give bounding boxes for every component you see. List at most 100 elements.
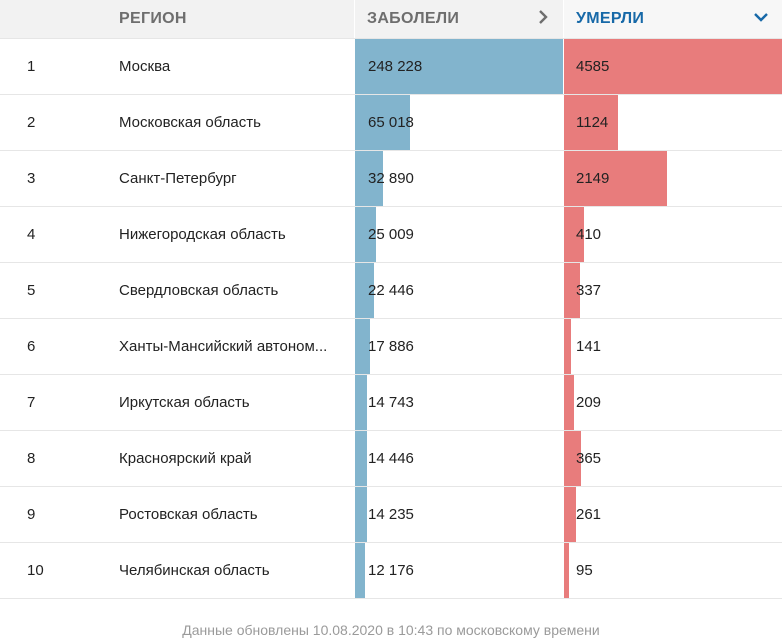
row-cases: 32 890 (354, 151, 563, 206)
row-cases: 14 446 (354, 431, 563, 486)
cases-bar (355, 319, 370, 374)
deaths-bar (564, 543, 569, 598)
row-region: Свердловская область (119, 282, 279, 299)
deaths-value: 4585 (576, 58, 610, 75)
deaths-bar (564, 319, 571, 374)
cases-bar (355, 543, 365, 598)
cases-bar (355, 375, 367, 430)
deaths-value: 337 (576, 282, 602, 299)
deaths-bar (564, 207, 584, 262)
row-number: 6 (27, 338, 36, 355)
row-region: Челябинская область (119, 562, 270, 579)
cases-value: 25 009 (368, 226, 414, 243)
table-row[interactable]: 3 Санкт-Петербург 32 890 2149 (0, 151, 782, 207)
table-row[interactable]: 6 Ханты-Мансийский автоном... 17 886 141 (0, 319, 782, 375)
row-cases: 14 235 (354, 487, 563, 542)
row-cases: 14 743 (354, 375, 563, 430)
row-region: Санкт-Петербург (119, 170, 237, 187)
row-number: 8 (27, 450, 36, 467)
row-deaths: 141 (563, 319, 782, 374)
row-cases: 17 886 (354, 319, 563, 374)
row-number: 1 (27, 58, 36, 75)
table-row[interactable]: 1 Москва 248 228 4585 (0, 39, 782, 95)
cases-value: 12 176 (368, 562, 414, 579)
deaths-value: 95 (576, 562, 593, 579)
table-row[interactable]: 5 Свердловская область 22 446 337 (0, 263, 782, 319)
deaths-bar (564, 151, 667, 206)
covid-regions-table: РЕГИОН ЗАБОЛЕЛИ УМЕРЛИ 1 Москва 248 228 458… (0, 0, 782, 599)
row-region: Ханты-Мансийский автоном... (119, 338, 328, 355)
row-number: 5 (27, 282, 36, 299)
row-deaths: 4585 (563, 39, 782, 94)
row-cases: 65 018 (354, 95, 563, 150)
header-cases-label: ЗАБОЛЕЛИ (367, 10, 460, 27)
table-row[interactable]: 7 Иркутская область 14 743 209 (0, 375, 782, 431)
cases-bar (355, 207, 376, 262)
deaths-bar (564, 431, 581, 486)
row-deaths: 95 (563, 543, 782, 598)
row-deaths: 365 (563, 431, 782, 486)
deaths-value: 209 (576, 394, 602, 411)
row-cases: 248 228 (354, 39, 564, 94)
cases-bar (355, 151, 383, 206)
cases-bar (355, 431, 367, 486)
chevron-down-icon[interactable] (754, 11, 768, 27)
table-row[interactable]: 4 Нижегородская область 25 009 410 (0, 207, 782, 263)
cases-value: 65 018 (368, 114, 414, 131)
deaths-bar (564, 375, 574, 430)
deaths-value: 261 (576, 506, 602, 523)
table-row[interactable]: 9 Ростовская область 14 235 261 (0, 487, 782, 543)
deaths-value: 2149 (576, 170, 610, 187)
deaths-bar (564, 95, 618, 150)
header-region[interactable]: РЕГИОН (106, 0, 354, 38)
deaths-value: 365 (576, 450, 602, 467)
row-deaths: 337 (563, 263, 782, 318)
row-region: Нижегородская область (119, 226, 286, 243)
cases-bar (355, 487, 367, 542)
deaths-bar (564, 39, 782, 94)
header-number (0, 0, 106, 38)
deaths-value: 141 (576, 338, 602, 355)
row-region: Ростовская область (119, 506, 258, 523)
deaths-value: 1124 (576, 114, 609, 131)
update-note: Данные обновлены 10.08.2020 в 10:43 по м… (182, 622, 600, 638)
header-cases[interactable]: ЗАБОЛЕЛИ (354, 0, 563, 38)
row-number: 7 (27, 394, 36, 411)
chevron-right-icon[interactable] (537, 10, 549, 28)
deaths-bar (564, 263, 580, 318)
cases-value: 14 235 (368, 506, 414, 523)
table-body: 1 Москва 248 228 4585 2 Московская область 65 … (0, 39, 782, 599)
row-number: 10 (27, 562, 44, 579)
deaths-bar (564, 487, 576, 542)
row-region: Московская область (119, 114, 261, 131)
row-number: 3 (27, 170, 36, 187)
row-cases: 22 446 (354, 263, 563, 318)
row-deaths: 261 (563, 487, 782, 542)
row-number: 9 (27, 506, 36, 523)
table-header: РЕГИОН ЗАБОЛЕЛИ УМЕРЛИ (0, 0, 782, 39)
row-deaths: 410 (563, 207, 782, 262)
cases-bar (355, 95, 410, 150)
row-number: 4 (27, 226, 36, 243)
cases-value: 22 446 (368, 282, 414, 299)
table-row[interactable]: 8 Красноярский край 14 446 365 (0, 431, 782, 487)
cases-value: 14 743 (368, 394, 414, 411)
row-cases: 25 009 (354, 207, 563, 262)
row-deaths: 1124 (563, 95, 782, 150)
cases-value: 14 446 (368, 450, 414, 467)
cases-value: 32 890 (368, 170, 414, 187)
cases-bar (355, 39, 564, 94)
header-deaths[interactable]: УМЕРЛИ (563, 0, 782, 38)
deaths-value: 410 (576, 226, 602, 243)
table-row[interactable]: 10 Челябинская область 12 176 95 (0, 543, 782, 599)
cases-value: 248 228 (368, 58, 423, 75)
row-deaths: 209 (563, 375, 782, 430)
cases-value: 17 886 (368, 338, 414, 355)
cases-bar (355, 263, 374, 318)
row-region: Москва (119, 58, 171, 75)
row-cases: 12 176 (354, 543, 563, 598)
table-row[interactable]: 2 Московская область 65 018 1124 (0, 95, 782, 151)
row-region: Иркутская область (119, 394, 250, 411)
row-deaths: 2149 (563, 151, 782, 206)
row-region: Красноярский край (119, 450, 252, 467)
